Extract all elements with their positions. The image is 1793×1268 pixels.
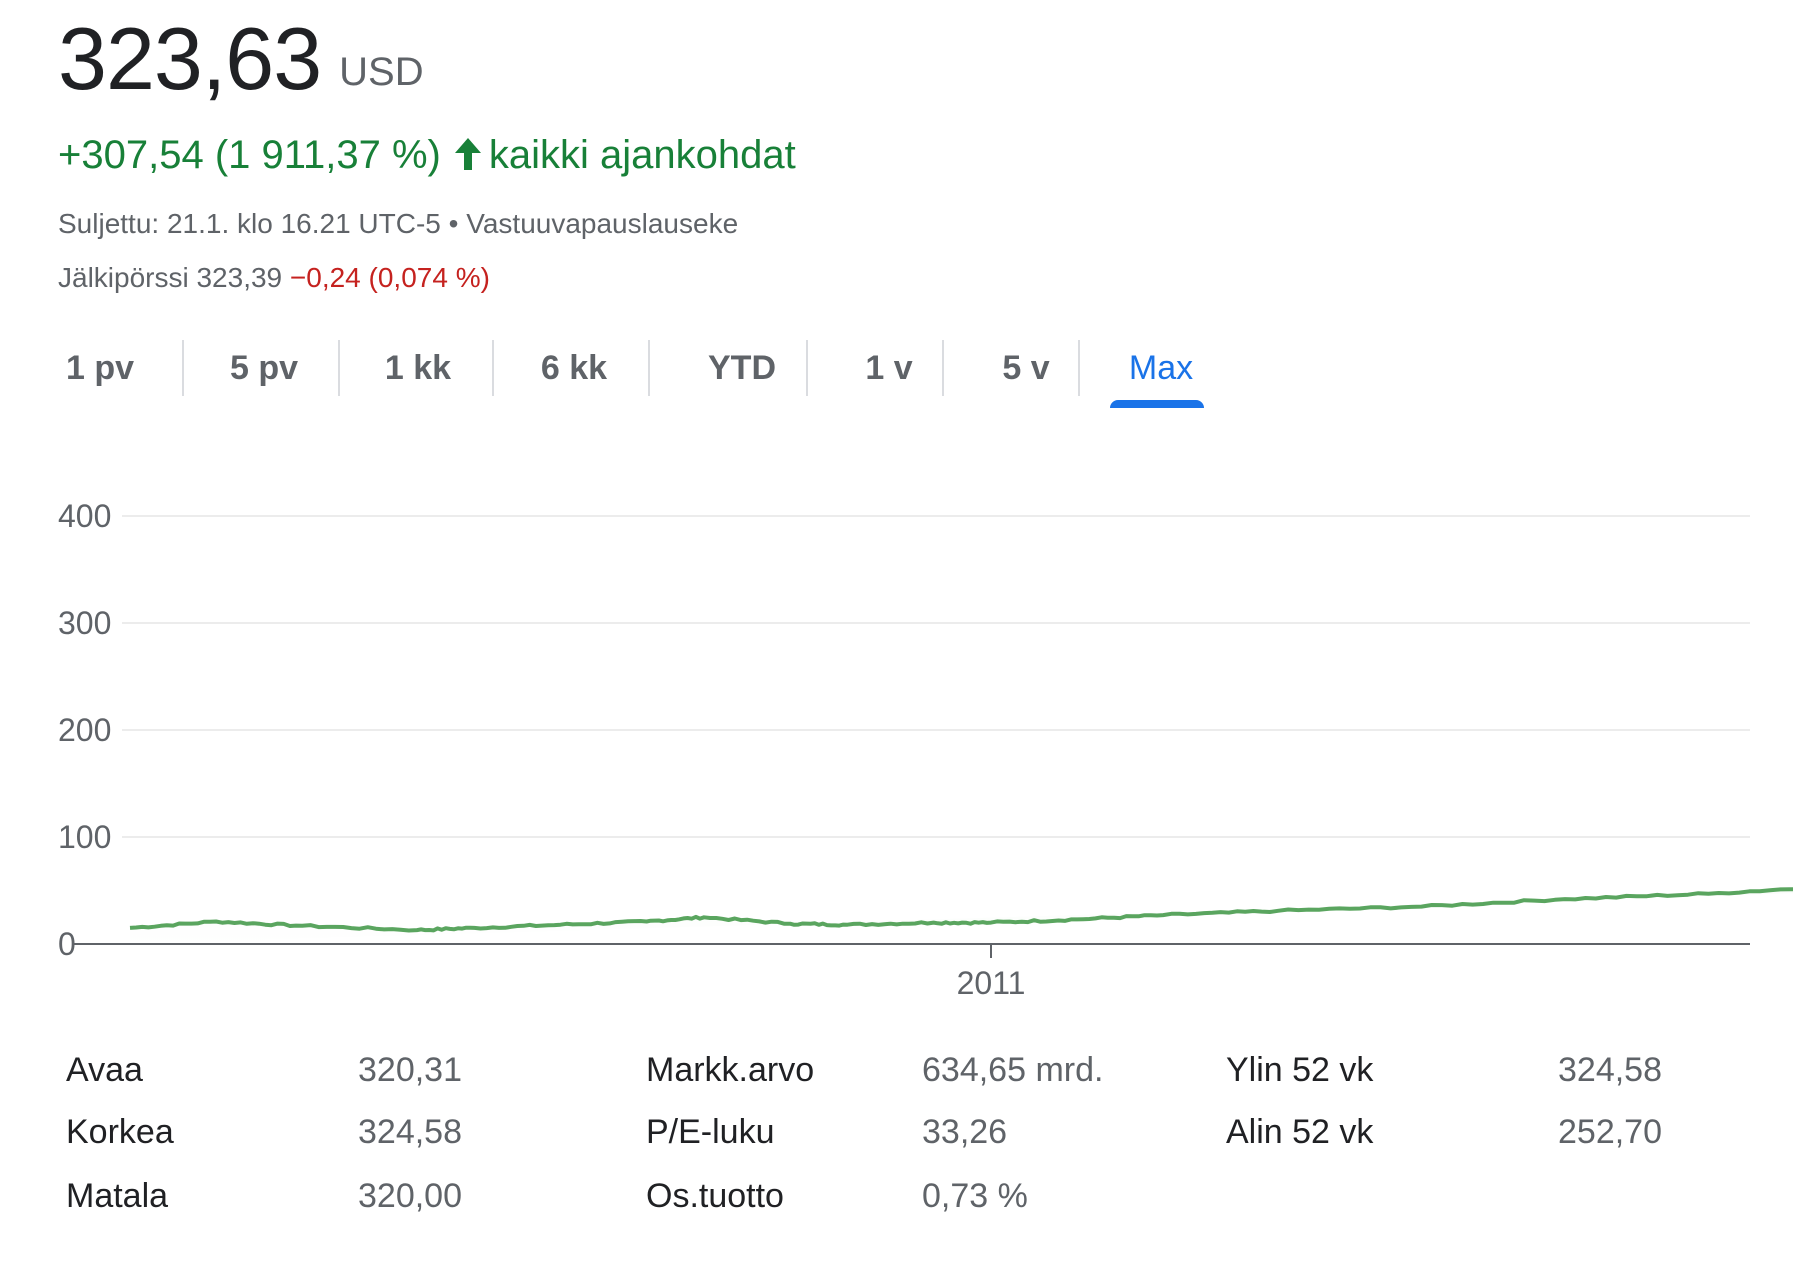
tab-max[interactable]: Max (1128, 348, 1194, 387)
tab-1-day[interactable]: 1 pv (65, 348, 135, 387)
stat-low-value: 320,00 (358, 1177, 462, 1215)
after-hours: Jälkipörssi 323,39 −0,24 (0,074 %) (58, 260, 490, 296)
stat-pe-label: P/E-luku (646, 1113, 775, 1151)
stat-52wk-high-label: Ylin 52 vk (1226, 1051, 1374, 1089)
current-price: 323,63 (58, 9, 322, 108)
tab-divider (648, 340, 650, 396)
after-hours-change: −0,24 (0,074 %) (289, 262, 490, 293)
tab-ytd[interactable]: YTD (708, 348, 776, 387)
tab-divider (338, 340, 340, 396)
currency-label: USD (339, 50, 424, 94)
tab-5-years[interactable]: 5 v (1002, 348, 1050, 387)
after-hours-label: Jälkipörssi (58, 262, 189, 293)
after-hours-price: 323,39 (196, 262, 283, 293)
price-area-fill (130, 889, 1793, 944)
stat-open-value: 320,31 (358, 1051, 462, 1089)
tab-5-days[interactable]: 5 pv (229, 348, 299, 387)
y-tick-label: 300 (58, 605, 111, 641)
y-tick-label: 0 (58, 926, 76, 962)
price-header: 323,63 USD (58, 14, 424, 104)
stat-market-cap-value: 634,65 mrd. (922, 1051, 1104, 1089)
stat-dividend-value: 0,73 % (922, 1177, 1028, 1215)
change-period: kaikki ajankohdat (488, 133, 796, 177)
y-tick-label: 200 (58, 712, 111, 748)
y-tick-label: 100 (58, 819, 111, 855)
stat-dividend-label: Os.tuotto (646, 1177, 784, 1215)
active-tab-indicator (1110, 400, 1204, 408)
tab-1-year[interactable]: 1 v (865, 348, 913, 387)
tab-divider (492, 340, 494, 396)
separator-dot: • (448, 208, 459, 239)
stat-high-label: Korkea (66, 1113, 174, 1151)
tab-divider (942, 340, 944, 396)
tab-divider (182, 340, 184, 396)
tab-divider (1078, 340, 1080, 396)
tab-divider (806, 340, 808, 396)
disclaimer-link[interactable]: Vastuuvapauslauseke (466, 208, 739, 239)
stat-low-label: Matala (66, 1177, 169, 1215)
x-tick-label: 2011 (957, 965, 1026, 1001)
market-status: Suljettu: 21.1. klo 16.21 UTC-5 • Vastuu… (58, 206, 738, 242)
status-text: Suljettu: 21.1. klo 16.21 UTC-5 (58, 208, 441, 239)
stat-52wk-low-label: Alin 52 vk (1226, 1113, 1374, 1151)
stat-52wk-low-value: 252,70 (1558, 1113, 1662, 1151)
stat-pe-value: 33,26 (922, 1113, 1008, 1151)
price-change: +307,54 (1 911,37 %) kaikki ajankohdat (58, 130, 796, 180)
stat-high-value: 324,58 (358, 1113, 462, 1151)
y-tick-label: 400 (58, 498, 111, 534)
stat-52wk-high-value: 324,58 (1558, 1051, 1662, 1089)
stat-market-cap-label: Markk.arvo (646, 1051, 815, 1089)
stat-open-label: Avaa (66, 1051, 143, 1089)
tab-6-months[interactable]: 6 kk (540, 348, 608, 387)
price-line (129, 887, 1793, 933)
arrow-up-icon (454, 138, 481, 170)
change-value: +307,54 (1 911,37 %) (58, 133, 441, 177)
tab-1-month[interactable]: 1 kk (384, 348, 452, 387)
